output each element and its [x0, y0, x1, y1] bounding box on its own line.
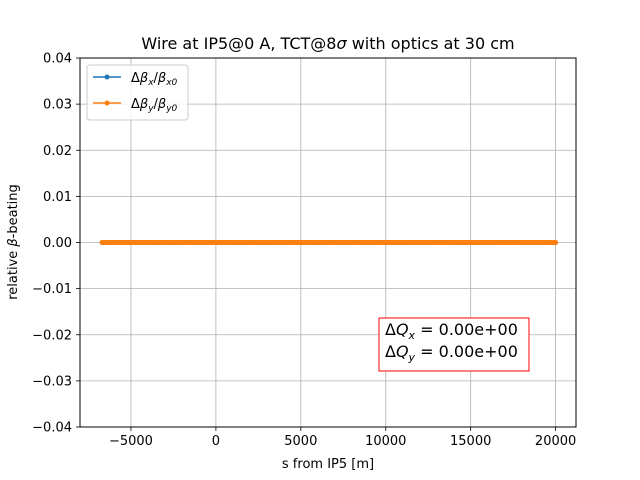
- x-tick-label: −5000: [109, 434, 153, 449]
- x-tick-label: 10000: [365, 434, 406, 449]
- chart-title: Wire at IP5@0 A, TCT@8σ with optics at 3…: [141, 34, 514, 53]
- x-tick-label: 15000: [450, 434, 491, 449]
- legend-label-y: Δβy/βy0: [131, 97, 178, 114]
- legend-label-x: Δβx/βx0: [131, 71, 178, 88]
- y-axis-label: relative β-beating: [6, 184, 21, 300]
- legend-entry-y: Δβy/βy0: [93, 97, 178, 114]
- legend-marker-y: [104, 100, 110, 106]
- y-tick-label: −0.03: [32, 374, 72, 389]
- x-axis-label: s from IP5 [m]: [282, 457, 374, 472]
- tune-shift-annotation: ΔQx = 0.00e+00 ΔQy = 0.00e+00: [378, 317, 530, 372]
- series-beta-y: [99, 240, 559, 245]
- x-axis-ticks: −5000 0 5000 10000 15000 20000: [109, 427, 576, 449]
- y-tick-label: 0.03: [43, 98, 72, 113]
- series-point: [553, 240, 559, 245]
- x-tick-label: 5000: [284, 434, 317, 449]
- y-tick-label: −0.01: [32, 282, 72, 297]
- y-axis-ticks: −0.04 −0.03 −0.02 −0.01 0.00 0.01 0.02 0.03 0.04: [32, 52, 80, 436]
- y-tick-label: −0.04: [32, 421, 72, 436]
- y-tick-label: 0.04: [43, 52, 72, 67]
- x-tick-label: 0: [212, 434, 220, 449]
- legend-box: [86, 64, 189, 121]
- y-tick-label: −0.02: [32, 328, 72, 343]
- annotation-line-qx: ΔQx = 0.00e+00: [385, 320, 518, 342]
- y-tick-label: 0.01: [43, 190, 72, 205]
- legend-entry-x: Δβx/βx0: [93, 71, 178, 88]
- legend: Δβx/βx0 Δβy/βy0: [86, 64, 189, 121]
- annotation-box: [378, 317, 530, 372]
- y-tick-label: 0.00: [43, 236, 72, 251]
- y-tick-label: 0.02: [43, 144, 72, 159]
- legend-marker-x: [104, 74, 110, 80]
- x-tick-label: 20000: [535, 434, 576, 449]
- series-layer: [99, 240, 559, 245]
- annotation-line-qy: ΔQy = 0.00e+00: [385, 342, 518, 364]
